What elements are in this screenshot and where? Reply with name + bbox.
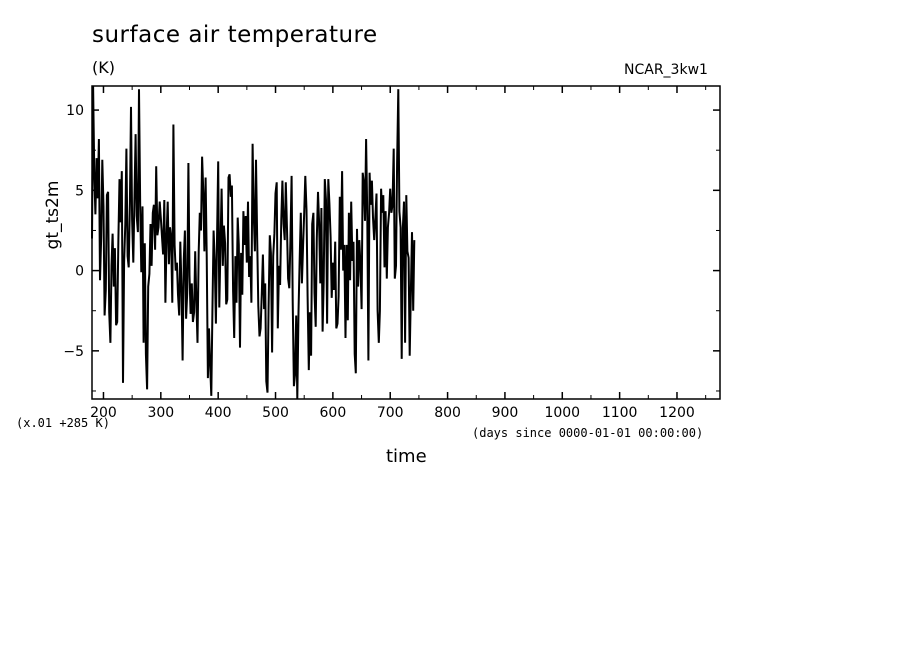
axis-ticks: 200 300 400 500 600 700 800 900 1000 1100 1200 −5 0 5… bbox=[63, 86, 720, 421]
plot-frame bbox=[91, 85, 721, 400]
x-tick-label: 900 bbox=[492, 405, 519, 421]
x-tick-label: 1200 bbox=[659, 405, 695, 421]
x-tick-label: 1000 bbox=[544, 405, 580, 421]
y-units: (K) bbox=[92, 58, 115, 77]
scale-note: (x.01 +285 K) bbox=[16, 416, 110, 430]
chart-title: surface air temperature bbox=[92, 22, 378, 48]
x-tick-label: 800 bbox=[434, 405, 461, 421]
experiment-label: NCAR_3kw1 bbox=[624, 62, 708, 78]
x-tick-label: 500 bbox=[262, 405, 289, 421]
x-axis-units: (days since 0000-01-01 00:00:00) bbox=[472, 426, 704, 440]
series-line bbox=[91, 85, 416, 400]
x-axis-label: time bbox=[386, 446, 427, 467]
x-tick-label: 200 bbox=[90, 405, 117, 421]
x-tick-label: 400 bbox=[205, 405, 232, 421]
x-tick-label: 600 bbox=[320, 405, 347, 421]
y-tick-label: 10 bbox=[66, 103, 84, 119]
x-tick-label: 1100 bbox=[602, 405, 638, 421]
x-tick-label: 700 bbox=[377, 405, 404, 421]
y-tick-label: 5 bbox=[75, 183, 84, 199]
y-axis-label: gt_ts2m bbox=[43, 180, 63, 250]
y-tick-label: −5 bbox=[63, 344, 84, 360]
x-tick-label: 300 bbox=[147, 405, 174, 421]
y-tick-label: 0 bbox=[75, 264, 84, 280]
